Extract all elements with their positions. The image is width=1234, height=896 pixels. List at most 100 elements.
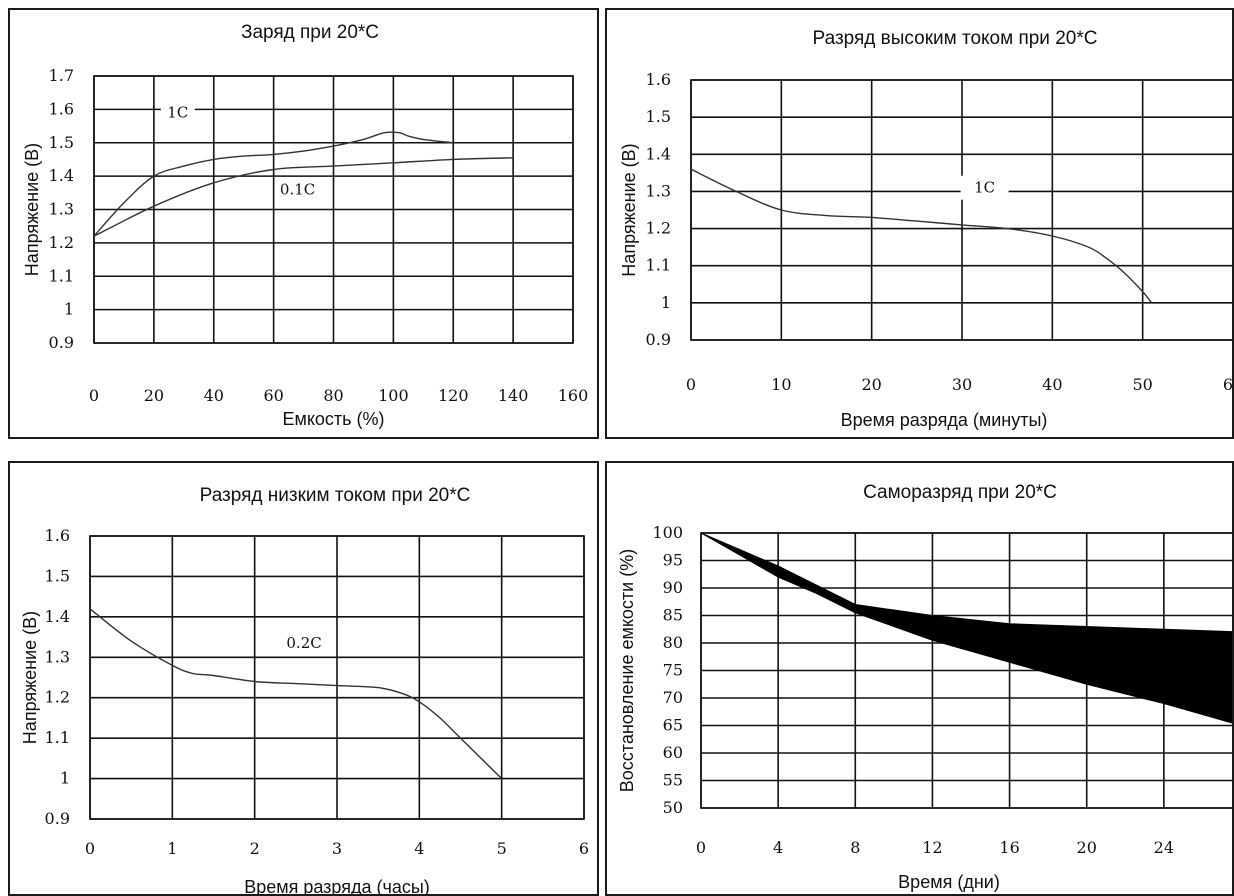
- x-tick-label: 0: [89, 386, 99, 405]
- chart-high-current-discharge: Разряд высоким током при 20*С 1C 0.9 1 1.1 1.…: [605, 8, 1234, 439]
- y-tick-label: 1.4: [45, 607, 70, 626]
- x-tick-label: 60: [263, 386, 283, 405]
- x-tick-label: 160: [558, 386, 589, 405]
- plot-frame: [690, 79, 1232, 341]
- y-tick-label: 50: [663, 798, 683, 817]
- x-tick-label: 24: [1154, 838, 1174, 857]
- series-label: 0.1C: [280, 180, 315, 198]
- x-tick-label: 140: [498, 386, 529, 405]
- y-axis-label: Восстановление емкости (%): [617, 549, 637, 792]
- y-tick-label: 1.5: [646, 107, 671, 126]
- series-label-box: [279, 631, 330, 656]
- y-tick-label: 0.9: [45, 809, 70, 828]
- series-line-0: [93, 131, 454, 237]
- y-tick-label: 1.3: [49, 200, 74, 219]
- x-tick-label: 20: [861, 375, 881, 394]
- y-tick-label: 60: [663, 743, 683, 762]
- y-tick-label: 1.2: [646, 219, 671, 238]
- chart-title: Заряд при 20*С: [241, 22, 379, 43]
- y-tick-label: 1.1: [49, 266, 74, 285]
- y-tick-label: 1.2: [45, 688, 70, 707]
- x-tick-label: 80: [323, 386, 343, 405]
- chart-charge-svg: Заряд при 20*С 1C 0.1C 0.9 1 1.1 1.2 1.3 1.4 1.5 1…: [22, 22, 589, 429]
- y-tick-label: 70: [663, 688, 683, 707]
- y-tick-label: 85: [663, 606, 683, 625]
- y-axis-label: Напряжение (В): [619, 143, 639, 276]
- x-axis-label: Время разряда (часы): [244, 877, 430, 894]
- plot-frame: [93, 75, 574, 344]
- series-line-0: [89, 608, 503, 780]
- x-tick-label: 120: [438, 386, 469, 405]
- chart-self-discharge-svg: Саморазряд при 20*С505560657075808590951…: [617, 482, 1232, 892]
- x-tick-label: 20: [1077, 838, 1097, 857]
- y-tick-label: 55: [663, 771, 683, 790]
- x-tick-label: 0: [696, 838, 706, 857]
- y-tick-label: 1.6: [49, 99, 74, 118]
- x-tick-label: 6: [579, 839, 589, 858]
- x-tick-label: 3: [332, 839, 342, 858]
- y-tick-label: 1.5: [45, 566, 70, 585]
- y-tick-label: 100: [652, 523, 683, 542]
- self-discharge-band: [700, 532, 1232, 724]
- x-tick-label: 4: [773, 838, 783, 857]
- y-tick-label: 1.1: [45, 728, 70, 747]
- x-tick-label: 0: [85, 839, 95, 858]
- x-tick-label: 10: [771, 375, 791, 394]
- y-tick-label: 1.3: [45, 647, 70, 666]
- y-tick-label: 90: [663, 578, 683, 597]
- x-tick-label: 100: [378, 386, 409, 405]
- x-tick-label: 28: [1231, 838, 1232, 857]
- y-tick-label: 1: [60, 769, 70, 788]
- y-tick-label: 95: [663, 551, 683, 570]
- x-tick-label: 60: [1223, 375, 1232, 394]
- y-axis-label: Напряжение (В): [22, 143, 42, 276]
- plot-frame: [700, 532, 1232, 809]
- series-line-0: [690, 168, 1153, 304]
- chart-title: Разряд низким током при 20*С: [200, 485, 471, 506]
- x-tick-label: 12: [922, 838, 942, 857]
- series-label-box: [160, 100, 195, 125]
- y-tick-label: 80: [663, 633, 683, 652]
- series-label: 1C: [974, 179, 995, 197]
- x-tick-label: 0: [686, 375, 696, 394]
- x-tick-label: 4: [414, 839, 424, 858]
- chart-low-current-discharge: Разряд низким током при 20*С 0.2C 0.9 1 1.1 1…: [8, 461, 599, 896]
- x-tick-label: 16: [999, 838, 1019, 857]
- y-tick-label: 0.9: [49, 333, 74, 352]
- x-tick-label: 30: [952, 375, 972, 394]
- series-label: 0.2C: [286, 634, 321, 652]
- y-tick-label: 75: [663, 661, 683, 680]
- y-axis-label: Напряжение (В): [20, 611, 40, 744]
- x-tick-label: 40: [1042, 375, 1062, 394]
- y-tick-label: 1.1: [646, 256, 671, 275]
- x-tick-label: 50: [1132, 375, 1152, 394]
- y-tick-label: 1: [64, 300, 74, 319]
- x-tick-label: 20: [144, 386, 164, 405]
- x-tick-label: 1: [167, 839, 177, 858]
- y-tick-label: 1.5: [49, 133, 74, 152]
- x-tick-label: 2: [250, 839, 260, 858]
- x-tick-label: 40: [204, 386, 224, 405]
- y-tick-label: 1.4: [646, 144, 671, 163]
- plot-frame: [89, 535, 585, 820]
- y-tick-label: 1.6: [646, 70, 671, 89]
- y-tick-label: 1.2: [49, 233, 74, 252]
- y-tick-label: 1: [661, 293, 671, 312]
- chart-charge: Заряд при 20*С 1C 0.1C 0.9 1 1.1 1.2 1.3 1.4 1.5 1…: [8, 8, 599, 439]
- series-label: 1C: [167, 104, 188, 122]
- x-axis-label: Время разряда (минуты): [841, 410, 1048, 430]
- chart-title: Саморазряд при 20*С: [863, 482, 1057, 503]
- y-tick-label: 1.7: [49, 66, 74, 85]
- x-tick-label: 8: [850, 838, 860, 857]
- y-tick-label: 1.6: [45, 526, 70, 545]
- chart-low-current-discharge-svg: Разряд низким током при 20*С 0.2C 0.9 1 1.1 1…: [20, 485, 589, 894]
- x-axis-label: Время (дни): [898, 872, 1000, 892]
- series-line-1: [93, 157, 514, 237]
- y-tick-label: 1.3: [646, 181, 671, 200]
- chart-self-discharge: Саморазряд при 20*С 50 55 60 65 70 75 80 85 90 95 1…: [605, 461, 1234, 896]
- y-tick-label: 1.4: [49, 166, 74, 185]
- y-tick-label: 0.9: [646, 330, 671, 349]
- chart-high-current-discharge-svg: Разряд высоким током при 20*С 1C 0.9 1 1.1 1.…: [619, 28, 1232, 430]
- series-label-box: [274, 177, 321, 202]
- x-axis-label: Емкость (%): [282, 409, 384, 429]
